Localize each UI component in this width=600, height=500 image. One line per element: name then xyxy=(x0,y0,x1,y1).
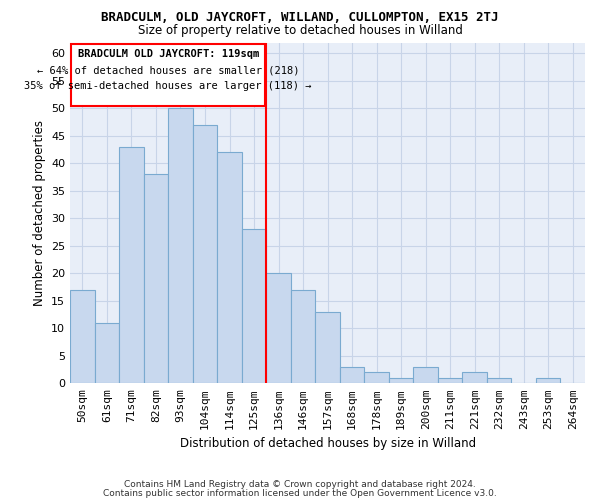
Text: BRADCULM OLD JAYCROFT: 119sqm: BRADCULM OLD JAYCROFT: 119sqm xyxy=(77,49,259,59)
Text: ← 64% of detached houses are smaller (218): ← 64% of detached houses are smaller (21… xyxy=(37,66,299,76)
Text: Contains HM Land Registry data © Crown copyright and database right 2024.: Contains HM Land Registry data © Crown c… xyxy=(124,480,476,489)
Bar xyxy=(463,372,487,384)
Text: 35% of semi-detached houses are larger (118) →: 35% of semi-detached houses are larger (… xyxy=(25,81,312,91)
X-axis label: Distribution of detached houses by size in Willand: Distribution of detached houses by size … xyxy=(179,437,476,450)
Bar xyxy=(438,378,463,384)
Bar xyxy=(119,147,144,384)
FancyBboxPatch shape xyxy=(71,44,265,106)
Bar xyxy=(242,230,266,384)
Bar xyxy=(144,174,168,384)
Bar xyxy=(168,108,193,384)
Bar xyxy=(389,378,413,384)
Y-axis label: Number of detached properties: Number of detached properties xyxy=(32,120,46,306)
Bar xyxy=(266,274,291,384)
Bar xyxy=(316,312,340,384)
Bar xyxy=(193,125,217,384)
Text: Contains public sector information licensed under the Open Government Licence v3: Contains public sector information licen… xyxy=(103,489,497,498)
Bar xyxy=(340,367,364,384)
Bar xyxy=(70,290,95,384)
Bar xyxy=(217,152,242,384)
Text: Size of property relative to detached houses in Willand: Size of property relative to detached ho… xyxy=(137,24,463,37)
Bar xyxy=(487,378,511,384)
Text: BRADCULM, OLD JAYCROFT, WILLAND, CULLOMPTON, EX15 2TJ: BRADCULM, OLD JAYCROFT, WILLAND, CULLOMP… xyxy=(101,11,499,24)
Bar xyxy=(413,367,438,384)
Bar xyxy=(95,323,119,384)
Bar xyxy=(291,290,316,384)
Bar xyxy=(536,378,560,384)
Bar xyxy=(364,372,389,384)
